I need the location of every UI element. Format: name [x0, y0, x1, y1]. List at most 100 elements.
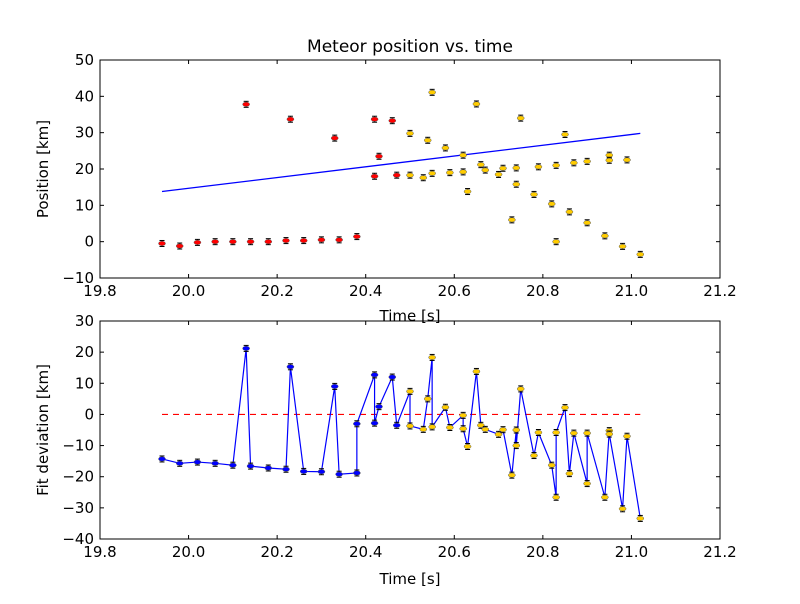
- position-x-tick-label: 20.0: [172, 282, 205, 300]
- gold-data-point: [516, 386, 525, 392]
- deviation-y-tick-label: −10: [62, 437, 94, 455]
- gold-data-point: [570, 430, 578, 436]
- gold-data-point: [623, 157, 631, 163]
- deviation-x-tick-label: 20.8: [526, 543, 559, 561]
- gold-data-point: [552, 239, 560, 245]
- gold-data-point: [601, 494, 609, 500]
- position-x-tick-label: 19.8: [83, 282, 116, 300]
- position-axes-frame: [99, 59, 721, 279]
- blue-data-point: [353, 470, 361, 476]
- gold-data-point: [423, 137, 432, 143]
- gold-data-point: [618, 506, 627, 512]
- gold-data-point: [446, 425, 454, 430]
- gold-data-point: [512, 427, 521, 433]
- blue-data-point: [242, 345, 250, 351]
- position-y-tick-label: −10: [62, 269, 94, 287]
- position-y-tick-label: 10: [75, 196, 94, 214]
- blue-data-point: [264, 465, 273, 471]
- gold-data-point: [605, 431, 614, 437]
- gold-data-point: [583, 220, 591, 226]
- red-data-point: [388, 118, 397, 124]
- deviation-y-tick-label: −20: [62, 468, 94, 486]
- gold-data-point: [463, 189, 472, 194]
- gold-data-point: [534, 430, 543, 435]
- red-data-point: [375, 153, 383, 159]
- red-data-point: [370, 116, 379, 122]
- red-data-point: [229, 239, 237, 245]
- gold-data-point: [494, 172, 503, 177]
- gold-data-point: [459, 169, 467, 175]
- gold-data-point: [552, 430, 560, 435]
- blue-data-point: [282, 466, 290, 472]
- gold-data-point: [561, 405, 569, 411]
- gold-data-point: [512, 181, 521, 187]
- gold-data-point: [481, 167, 490, 173]
- gold-data-point: [512, 443, 521, 449]
- gold-data-point: [477, 422, 485, 428]
- gold-data-point: [583, 158, 591, 164]
- deviation-x-tick-label: 20.0: [172, 543, 205, 561]
- blue-data-point: [388, 374, 397, 380]
- red-data-point: [242, 101, 250, 107]
- blue-data-point: [211, 460, 219, 466]
- red-data-point: [246, 239, 255, 245]
- deviation-y-axis-label: Fit deviation [km]: [34, 364, 52, 496]
- blue-data-point: [370, 420, 379, 426]
- deviation-axes-frame: [99, 320, 721, 540]
- deviation-x-tick-label: 20.2: [260, 543, 293, 561]
- gold-data-point: [472, 369, 481, 374]
- blue-data-point: [193, 459, 202, 465]
- red-data-point: [264, 239, 273, 245]
- position-y-tick-label: 30: [75, 124, 94, 142]
- blue-data-point: [353, 421, 361, 427]
- deviation-y-tick-label: −30: [62, 499, 94, 517]
- gold-data-point: [441, 404, 450, 410]
- gold-data-point: [623, 433, 631, 439]
- red-data-point: [370, 173, 379, 179]
- deviation-y-tick-label: 20: [75, 343, 94, 361]
- deviation-x-tick-label: 19.8: [83, 543, 116, 561]
- gold-data-point: [499, 427, 507, 433]
- blue-data-point: [246, 463, 255, 469]
- gold-data-point: [636, 515, 645, 521]
- position-x-tick-label: 20.2: [260, 282, 293, 300]
- gold-data-point: [446, 170, 454, 176]
- gold-data-point: [512, 165, 521, 171]
- gold-data-point: [406, 130, 414, 136]
- blue-data-point: [317, 469, 326, 475]
- blue-data-point: [229, 462, 237, 468]
- red-data-point: [211, 239, 219, 245]
- blue-data-point: [370, 372, 379, 378]
- gold-data-point: [583, 430, 591, 436]
- gold-data-point: [459, 412, 467, 418]
- gold-data-point: [565, 471, 574, 477]
- red-data-point: [175, 243, 184, 249]
- position-x-tick-label: 20.4: [349, 282, 382, 300]
- gold-data-point: [406, 172, 414, 178]
- gold-data-point: [499, 165, 507, 171]
- gold-data-point: [419, 426, 428, 432]
- red-data-point: [158, 241, 166, 246]
- position-x-tick-label: 20.8: [526, 282, 559, 300]
- gold-data-point: [583, 481, 591, 487]
- deviation-x-tick-label: 20.4: [349, 543, 382, 561]
- gold-data-point: [618, 243, 627, 249]
- position-chart-title: Meteor position vs. time: [307, 37, 513, 57]
- blue-data-point: [286, 364, 295, 370]
- gold-data-point: [530, 453, 538, 458]
- gold-data-point: [428, 89, 436, 95]
- deviation-y-tick-label: 10: [75, 374, 94, 392]
- deviation-x-tick-label: 21.0: [615, 543, 648, 561]
- gold-data-point: [561, 132, 569, 137]
- position-x-tick-label: 20.6: [438, 282, 471, 300]
- gold-data-point: [428, 424, 436, 430]
- position-marks: [158, 88, 645, 258]
- gold-data-point: [552, 494, 560, 500]
- red-data-point: [392, 172, 401, 178]
- gold-data-point: [570, 160, 578, 166]
- deviation-marks: [158, 344, 645, 522]
- deviation-x-axis-label: Time [s]: [379, 570, 441, 588]
- deviation-y-tick-label: 0: [84, 405, 94, 423]
